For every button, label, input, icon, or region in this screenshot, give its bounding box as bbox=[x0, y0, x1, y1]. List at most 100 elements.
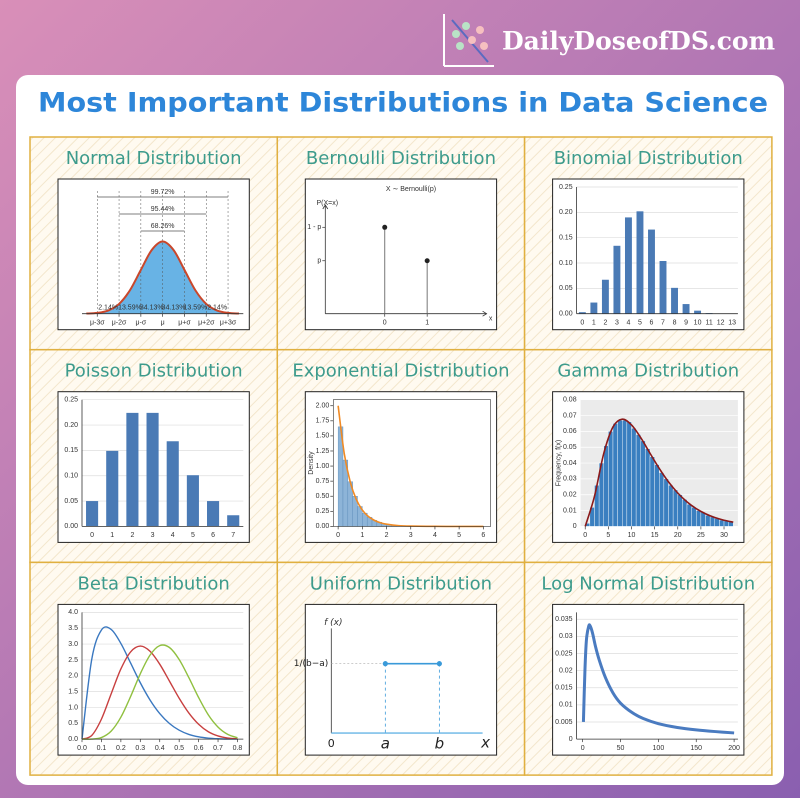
histogram-bar bbox=[649, 456, 655, 527]
x-arrow bbox=[482, 310, 488, 317]
chart-box bbox=[57, 603, 250, 756]
x-tick-label: 15 bbox=[651, 532, 659, 539]
histogram-bar bbox=[696, 510, 702, 527]
histogram-bar bbox=[635, 434, 641, 527]
x-tick-label: 0.8 bbox=[233, 745, 243, 752]
histogram-bar bbox=[659, 472, 665, 527]
histogram-bar bbox=[612, 423, 618, 527]
y-tick-label: 0.01 bbox=[563, 507, 577, 514]
x-tick-label: 0.2 bbox=[116, 745, 126, 752]
site-name: DailyDoseofDS.com bbox=[502, 27, 775, 56]
density-curve bbox=[86, 240, 239, 315]
y-tick-label: 0.02 bbox=[559, 667, 573, 674]
x-tick-label: μ+2σ bbox=[198, 320, 215, 327]
x-tick-label: 25 bbox=[697, 532, 705, 539]
x-tick-label: 0 bbox=[583, 532, 587, 539]
end-point bbox=[436, 661, 442, 667]
x-tick-label: 5 bbox=[191, 532, 195, 539]
x-tick-label: 1 bbox=[425, 320, 429, 327]
bar bbox=[694, 310, 702, 314]
x-tick-label: a bbox=[381, 735, 390, 753]
x-tick-label: 0.5 bbox=[174, 745, 184, 752]
x-tick-label: 100 bbox=[653, 745, 665, 752]
bar bbox=[227, 515, 240, 527]
bar bbox=[186, 475, 199, 527]
x-tick-label: 11 bbox=[705, 320, 712, 327]
y-tick-label: 0.00 bbox=[559, 311, 573, 318]
x-tick-label: 7 bbox=[661, 320, 665, 327]
y-tick-label: 0.02 bbox=[563, 492, 577, 499]
plot-title: X ∼ Bernoulli(p) bbox=[386, 186, 436, 193]
y-tick-label: 0.08 bbox=[563, 397, 577, 404]
bar bbox=[671, 287, 678, 314]
histogram-bar bbox=[654, 464, 660, 527]
y-axis-label: Frequency, f(x) bbox=[555, 440, 562, 487]
bar bbox=[682, 304, 690, 314]
panel-title: Log Normal Distribution bbox=[541, 573, 755, 594]
x-tick-label: 0.4 bbox=[155, 745, 165, 752]
x-tick-label: 13 bbox=[728, 320, 736, 327]
segment-label: 34.13% bbox=[162, 305, 186, 312]
bar bbox=[146, 412, 159, 527]
histogram-bar bbox=[603, 445, 609, 527]
x-tick-label: 0 bbox=[90, 532, 94, 539]
x-tick-label: 6 bbox=[481, 532, 485, 539]
x-tick-label: μ-σ bbox=[136, 320, 147, 327]
histogram-bar bbox=[672, 489, 678, 527]
histogram-bar bbox=[686, 504, 692, 527]
y-tick-label: 0.5 bbox=[68, 720, 78, 727]
x-tick-label: 12 bbox=[717, 320, 725, 327]
x-tick-label: 0.3 bbox=[135, 745, 145, 752]
bracket-label: 95.44% bbox=[151, 206, 175, 213]
y-tick-label: 1.75 bbox=[316, 418, 330, 425]
y-axis-label: P(X=x) bbox=[317, 200, 339, 207]
histogram-bar bbox=[663, 478, 669, 527]
x-tick-label: 0.0 bbox=[77, 745, 87, 752]
y-tick-label: 1.5 bbox=[68, 688, 78, 695]
histogram-bar bbox=[700, 511, 706, 527]
y-tick-label: 0.00 bbox=[64, 523, 78, 530]
y-tick-label: p bbox=[317, 258, 321, 265]
y-tick-label: 0.25 bbox=[316, 508, 330, 515]
x-tick-label: 2 bbox=[130, 532, 134, 539]
histogram-bar bbox=[705, 515, 711, 527]
bar bbox=[106, 450, 119, 527]
bar bbox=[659, 260, 667, 314]
panel-title: Binomial Distribution bbox=[554, 148, 743, 169]
y-tick-label: 3.5 bbox=[68, 625, 78, 632]
bar bbox=[601, 279, 609, 314]
bar bbox=[86, 501, 99, 527]
density-curve bbox=[584, 418, 734, 527]
y-tick-label: 1.00 bbox=[316, 463, 330, 470]
y-tick-label: 0.06 bbox=[563, 428, 577, 435]
x-tick-label: 30 bbox=[720, 532, 728, 539]
x-tick-label: 7 bbox=[231, 532, 235, 539]
y-tick-label: 0 bbox=[569, 736, 573, 743]
bar bbox=[590, 302, 598, 314]
series-line bbox=[581, 623, 735, 735]
bar bbox=[648, 229, 655, 314]
histogram-bar bbox=[626, 421, 632, 527]
x-tick-label: 20 bbox=[674, 532, 682, 539]
chart-box bbox=[304, 178, 498, 331]
main-title: Most Important Distributions in Data Sci… bbox=[38, 88, 768, 119]
y-tick-label: 0.035 bbox=[555, 616, 573, 623]
logo bbox=[443, 14, 494, 67]
y-tick-label: 0.15 bbox=[64, 447, 78, 454]
x-tick-label: 9 bbox=[684, 320, 688, 327]
x-tick-label: 3 bbox=[151, 532, 155, 539]
x-tick-label: μ-2σ bbox=[112, 320, 127, 327]
y-axis-label: f (x) bbox=[324, 618, 342, 628]
x-tick-label: 3 bbox=[409, 532, 413, 539]
y-tick-label: 0.10 bbox=[559, 260, 573, 267]
histogram-bar bbox=[709, 516, 715, 527]
series-line bbox=[81, 644, 238, 740]
y-tick-label: 3.0 bbox=[68, 641, 78, 648]
x-tick-label: μ+3σ bbox=[220, 320, 237, 327]
y-tick-label: 0.005 bbox=[555, 719, 573, 726]
y-tick-label: 0.05 bbox=[559, 285, 573, 292]
panel-title: Exponential Distribution bbox=[292, 361, 509, 382]
histogram-bar bbox=[682, 499, 688, 527]
y-tick-label: 0.00 bbox=[316, 523, 330, 530]
x-tick-label: 200 bbox=[728, 745, 740, 752]
